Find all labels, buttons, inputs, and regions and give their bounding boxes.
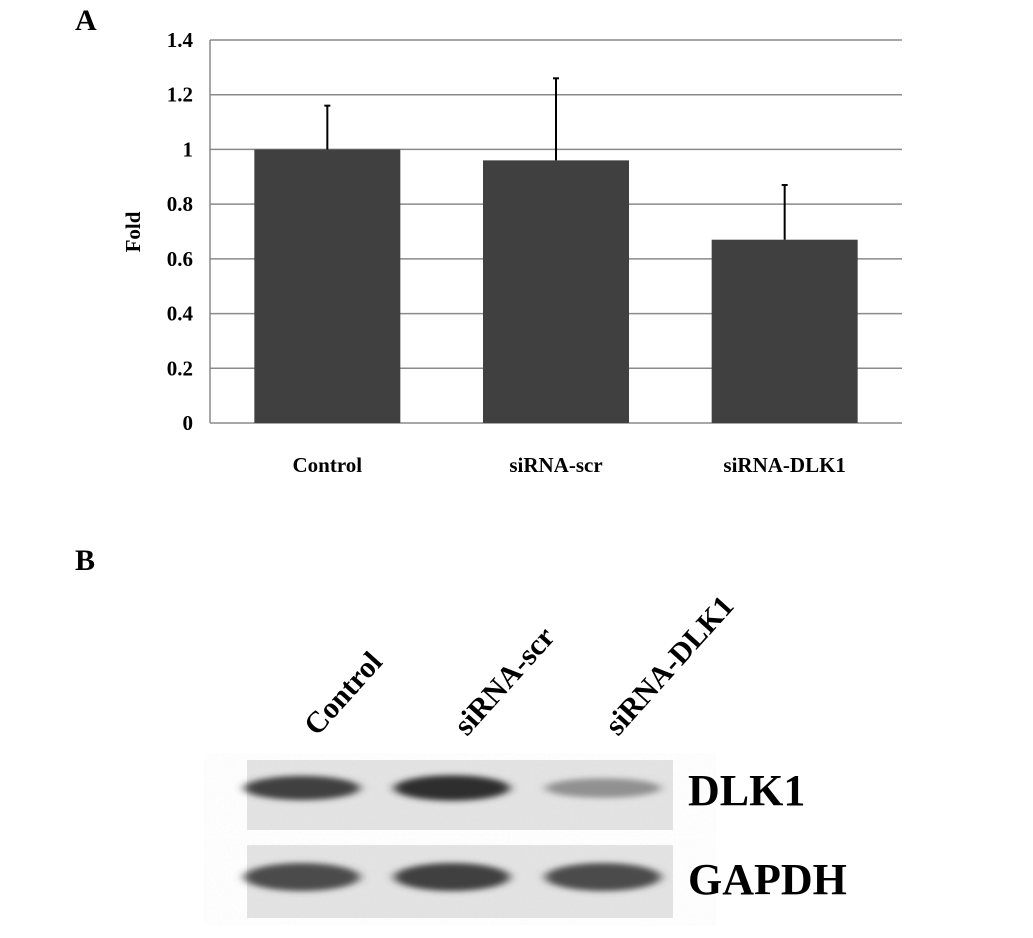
blot-lane-label: siRNA-scr (448, 621, 562, 742)
bar-Control (254, 149, 401, 423)
blot-band (394, 863, 510, 891)
bar-siRNA-DLK1 (711, 239, 858, 423)
bars (254, 77, 858, 423)
y-tick-label: 1 (183, 137, 194, 161)
blot-row-label: DLK1 (688, 766, 805, 815)
y-tick-label: 1.2 (167, 83, 193, 107)
y-tick-label: 1.4 (167, 28, 194, 52)
x-tick-label: siRNA-scr (509, 453, 602, 477)
blot-band (545, 778, 661, 798)
western-blot: Control siRNA-scr siRNA-DLK1 DLK1 GAPDH (244, 590, 847, 918)
panel-a-label: A (75, 4, 97, 37)
y-tick-labels: 0 0.2 0.4 0.6 0.8 1 1.2 1.4 (167, 28, 194, 435)
panel-b-label: B (75, 544, 95, 577)
x-tick-labels: Control siRNA-scr siRNA-DLK1 (293, 453, 846, 477)
x-tick-label: Control (293, 453, 363, 477)
y-tick-label: 0 (183, 411, 194, 435)
x-tick-label: siRNA-DLK1 (723, 453, 846, 477)
blot-row-label: GAPDH (688, 855, 847, 904)
y-tick-label: 0.4 (167, 302, 194, 326)
y-tick-label: 0.8 (167, 192, 193, 216)
blot-band (545, 863, 661, 891)
blot-band (244, 863, 360, 891)
blot-band (394, 775, 510, 801)
y-tick-label: 0.2 (167, 356, 193, 380)
blot-lane-label: siRNA-DLK1 (599, 590, 741, 742)
blot-lane-label: Control (298, 646, 389, 742)
bar-siRNA-scr (483, 160, 629, 423)
y-axis-label: Fold (121, 211, 145, 252)
blot-band (244, 775, 360, 801)
y-tick-label: 0.6 (167, 247, 193, 271)
